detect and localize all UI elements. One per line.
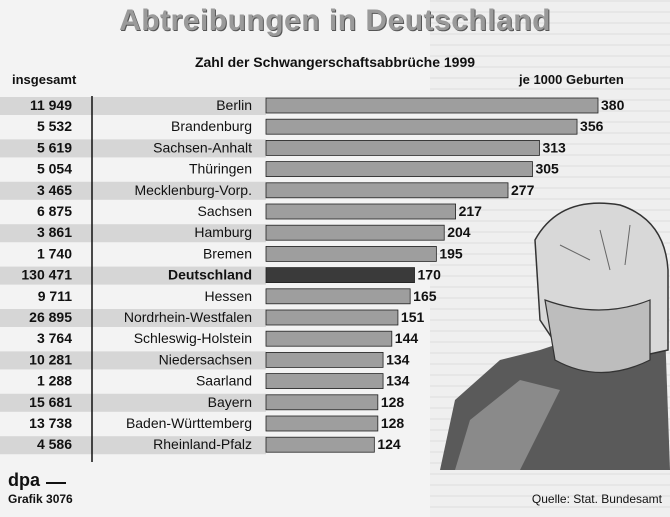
bar [265, 224, 445, 241]
value-label: 124 [377, 436, 401, 452]
bar [265, 182, 509, 199]
value-label: 128 [381, 394, 405, 410]
total-label: 1 288 [37, 373, 72, 389]
total-label: 6 875 [37, 203, 72, 219]
total-label: 3 465 [37, 182, 72, 198]
total-label: 5 054 [37, 161, 72, 177]
row-stripe [0, 266, 266, 285]
total-label: 9 711 [38, 288, 72, 304]
value-label: 165 [413, 288, 437, 304]
category-label: Mecklenburg-Vorp. [134, 182, 252, 198]
row-stripe [0, 97, 266, 115]
category-label: Saarland [196, 373, 252, 389]
category-label: Schleswig-Holstein [134, 330, 252, 346]
category-label: Deutschland [168, 267, 252, 283]
row-stripe [0, 181, 266, 200]
total-label: 11 949 [30, 97, 72, 113]
category-label: Bayern [208, 394, 252, 410]
total-label: 10 281 [29, 351, 72, 367]
bar [265, 245, 437, 262]
bar [265, 288, 411, 305]
category-label: Niedersachsen [159, 351, 252, 367]
category-label: Brandenburg [171, 118, 252, 134]
value-label: 128 [381, 415, 405, 431]
bar [265, 436, 375, 453]
total-label: 3 861 [37, 224, 72, 240]
bar [265, 161, 533, 178]
row-stripe [0, 139, 266, 158]
bar [265, 309, 399, 326]
row-stripe [0, 436, 266, 455]
category-label: Berlin [216, 97, 252, 113]
row-stripe [0, 393, 266, 412]
dpa-logo-rule [46, 482, 66, 484]
rate-column-header: je 1000 Geburten [519, 72, 624, 87]
bar [265, 203, 456, 220]
bar [265, 267, 415, 284]
total-label: 26 895 [29, 309, 72, 325]
value-label: 313 [542, 139, 566, 155]
category-label: Hamburg [194, 224, 252, 240]
totals-column-header: insgesamt [12, 72, 77, 87]
total-label: 13 738 [29, 415, 72, 431]
value-label: 195 [439, 245, 463, 261]
value-label: 380 [601, 97, 625, 113]
value-label: 170 [418, 267, 442, 283]
category-label: Baden-Württemberg [126, 415, 252, 431]
row-stripe [0, 309, 266, 327]
chart-subtitle: Zahl der Schwangerschaftsabbrüche 1999 [194, 54, 476, 70]
category-label: Sachsen-Anhalt [153, 139, 252, 155]
category-label: Hessen [205, 288, 252, 304]
category-label: Sachsen [198, 203, 252, 219]
category-label: Nordrhein-Westfalen [124, 309, 252, 325]
total-label: 4 586 [37, 436, 72, 452]
total-label: 5 619 [37, 139, 72, 155]
bar [265, 97, 599, 114]
value-label: 305 [535, 161, 559, 177]
surgeon-illustration [440, 202, 670, 470]
total-label: 5 532 [37, 118, 72, 134]
bar [265, 118, 578, 135]
value-label: 134 [386, 373, 410, 389]
value-label: 217 [459, 203, 483, 219]
source-note: Quelle: Stat. Bundesamt [531, 492, 662, 506]
value-label: 144 [395, 330, 419, 346]
row-stripe [0, 351, 266, 370]
bar [265, 351, 384, 368]
value-label: 134 [386, 351, 410, 367]
bar [265, 394, 379, 411]
category-label: Bremen [203, 245, 252, 261]
category-label: Rheinland-Pfalz [153, 436, 252, 452]
category-label: Thüringen [189, 161, 252, 177]
dpa-logo: dpa [8, 470, 41, 490]
value-label: 356 [580, 118, 604, 134]
bar [265, 415, 379, 432]
bar [265, 373, 384, 390]
chart-title: Abtreibungen in Deutschland [119, 4, 551, 37]
bar [265, 330, 393, 347]
value-label: 277 [511, 182, 535, 198]
bar [265, 139, 540, 156]
total-label: 15 681 [29, 394, 72, 410]
total-label: 130 471 [21, 267, 72, 283]
total-label: 3 764 [37, 330, 72, 346]
value-label: 204 [447, 224, 471, 240]
row-stripe [0, 224, 266, 243]
graphic-id: Grafik 3076 [8, 492, 73, 506]
total-label: 1 740 [37, 245, 72, 261]
value-label: 151 [401, 309, 425, 325]
